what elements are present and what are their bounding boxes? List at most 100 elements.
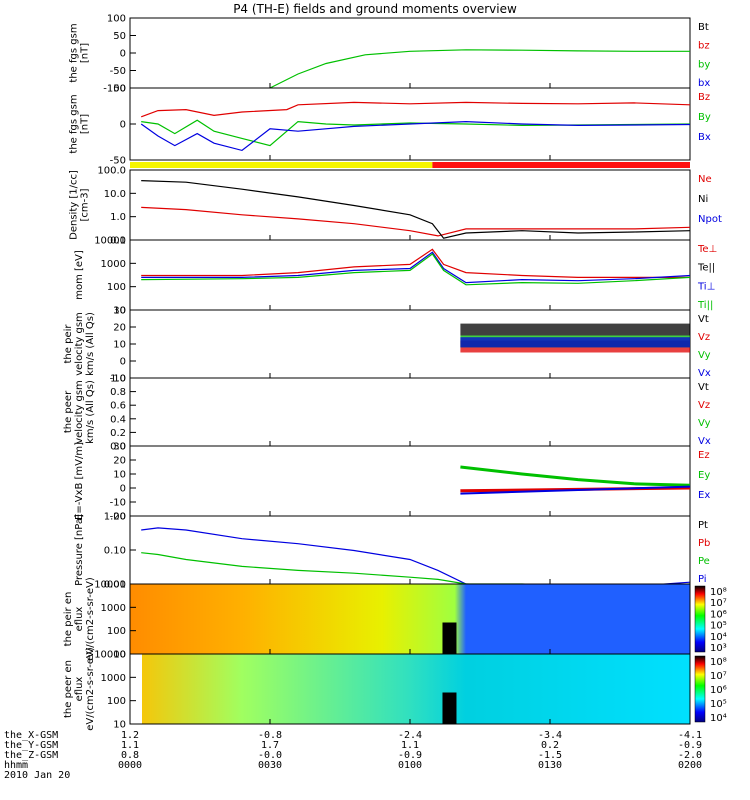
colorbar-label: 10⁴ [710, 713, 727, 724]
y-tick-label: 10 [113, 650, 126, 661]
panel-4: 10000 1000 100 10 mom [eV] Te⊥ Te|| Ti⊥ Ti|| [74, 236, 717, 317]
y-tick-label: -50 [110, 156, 126, 167]
legend-entry: Pt [698, 520, 708, 531]
y-tick-label: 10000 [94, 236, 126, 247]
y-tick-label: 100.0 [97, 166, 126, 177]
velocity-band [460, 323, 690, 336]
colorbar-label: 10⁸ [710, 657, 727, 668]
y-tick-label: 10 [113, 470, 126, 481]
colorbar-label: 10⁷ [710, 598, 727, 609]
ephemeris-value: -0.0 [258, 750, 282, 761]
legend-entry: Bt [698, 22, 709, 33]
legend-entry: Vt [698, 382, 709, 393]
legend-entry: Bz [698, 92, 710, 103]
y-tick-label: 10 [113, 306, 126, 317]
y-axis-label: the peirvelocity gsmkm/s (All Qs) [63, 312, 96, 376]
ephemeris-value: 0.8 [121, 750, 139, 761]
legend-entry: Npot [698, 214, 722, 225]
ephemeris-value: -2.0 [678, 750, 702, 761]
panel-7: 30 20 10 0 -10 -20 E=-VxB [mV/m] Ez Ey Ex [74, 442, 710, 523]
y-tick-label: 1.0 [110, 374, 126, 385]
y-tick-label: 0 [120, 120, 126, 131]
y-tick-label: 10.0 [104, 189, 126, 200]
ephemeris-value: 0.2 [541, 740, 559, 751]
y-tick-label: 0.8 [110, 387, 126, 398]
mode-bar-segment [432, 162, 690, 168]
y-tick-label: 10 [113, 720, 126, 731]
ephemeris-value: 1.1 [121, 740, 139, 751]
y-tick-label: 10 [113, 340, 126, 351]
panel-frame [129, 17, 691, 89]
y-tick-label: 100 [107, 696, 126, 707]
panel-1: 100 50 0 -50 -100 the fgs gsm[nT] Bt bz by bx [69, 14, 711, 95]
ephemeris-label: the_Y-GSM [4, 740, 58, 751]
y-tick-label: -20 [110, 512, 126, 523]
y-tick-label: 0 [120, 484, 126, 495]
panel-2: 50 0 -50 the fgs gsm[nT] Bz By Bx [69, 84, 711, 168]
y-axis-label: the fgs gsm[nT] [69, 23, 91, 82]
series-Pe [141, 552, 691, 587]
y-axis-label: the fgs gsm[nT] [69, 94, 91, 153]
legend-entry: Vy [698, 418, 711, 429]
y-axis-label: Pressure [nPa] [74, 514, 85, 586]
panel-frame [129, 515, 691, 585]
colorbar-label: 10³ [710, 643, 727, 654]
ephemeris-value: -0.9 [398, 750, 422, 761]
series-Ti|| [141, 253, 691, 286]
y-tick-label: -10 [110, 498, 126, 509]
legend-entry: Ne [698, 174, 712, 185]
y-tick-label: 20 [113, 323, 126, 334]
colorbar-label: 10⁸ [710, 587, 727, 598]
no-data-strip [130, 654, 142, 724]
legend-entry: Pi [698, 574, 707, 585]
colorbar-label: 10⁵ [710, 621, 727, 632]
y-tick-label: 1000 [101, 259, 126, 270]
legend-entry: Vt [698, 314, 709, 325]
legend-entry: by [698, 59, 710, 70]
y-tick-label: 100 [107, 14, 126, 25]
series-Ey [460, 465, 691, 487]
legend-entry: Te|| [697, 263, 715, 274]
y-tick-label: 0.10 [104, 546, 126, 557]
y-tick-label: 50 [113, 31, 126, 42]
ephemeris-value: 1.2 [121, 730, 139, 741]
y-tick-label: 0.01 [104, 580, 126, 591]
ephemeris-value: 0200 [678, 760, 702, 771]
y-tick-label: 0.6 [110, 401, 126, 412]
y-tick-label: 1.0 [110, 212, 126, 223]
y-tick-label: 0.4 [110, 414, 126, 425]
y-tick-label: 0 [120, 357, 126, 368]
series-Bz [140, 101, 691, 118]
series-Ni [141, 180, 691, 239]
legend-entry: Vx [698, 368, 711, 379]
ephemeris-value: 0030 [258, 760, 282, 771]
y-tick-label: 0 [120, 49, 126, 60]
legend-entry: Te⊥ [697, 244, 717, 255]
y-tick-label: -50 [110, 66, 126, 77]
colorbar-label: 10⁴ [710, 632, 727, 643]
y-axis-label: the peer enefluxeV/(cm2-s-sr-eV) [63, 647, 96, 731]
series-Ex [460, 485, 691, 495]
y-tick-label: 10000 [94, 650, 126, 661]
y-tick-label: 30 [113, 442, 126, 453]
y-tick-label: -10 [110, 374, 126, 385]
y-tick-label: 50 [113, 84, 126, 95]
legend-entry: Vy [698, 350, 711, 361]
ephemeris-value: 0000 [118, 760, 142, 771]
colorbar-label: 10⁵ [710, 699, 727, 710]
ephemeris-value: -0.9 [678, 740, 702, 751]
y-axis-label: mom [eV] [74, 250, 85, 300]
legend-entry: Pb [698, 538, 710, 549]
legend-entry: Pe [698, 556, 710, 567]
ephemeris-value: -2.4 [398, 730, 422, 741]
ephemeris-value: -1.5 [538, 750, 562, 761]
colorbar-label: 10⁶ [710, 685, 727, 696]
panel-5: 30 20 10 0 -10 the peirvelocity gsmkm/s (All … [63, 306, 711, 385]
legend-entry: Ey [698, 470, 710, 481]
legend-entry: bz [698, 41, 710, 52]
legend-entry: Ti|| [697, 300, 713, 311]
legend-entry: Vz [698, 332, 710, 343]
legend-entry: Ti⊥ [697, 281, 715, 292]
